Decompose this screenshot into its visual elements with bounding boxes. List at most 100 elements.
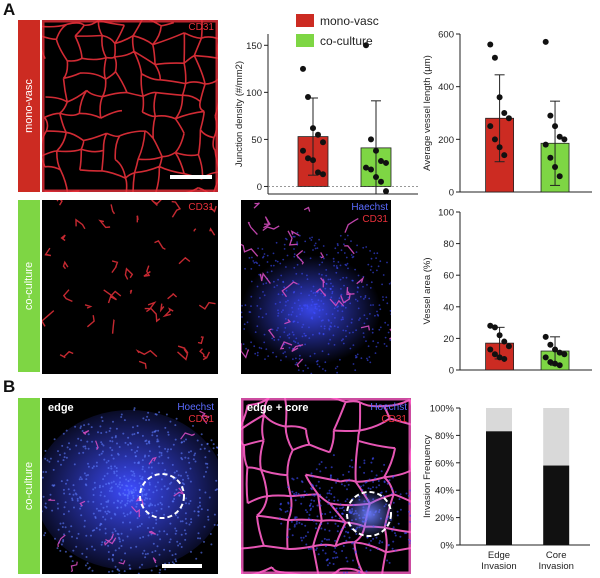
data-point [556, 173, 563, 180]
data-point [547, 341, 554, 348]
merge-cd31-label: CD31 [362, 214, 388, 225]
nuclei-dots [42, 407, 218, 574]
y-tick-label: 60 [443, 271, 454, 282]
data-point [501, 152, 508, 159]
data-point [552, 346, 559, 353]
vessel-fragments [48, 410, 210, 573]
data-point [556, 349, 563, 356]
data-point [491, 351, 498, 358]
data-point [552, 123, 559, 130]
bar-invaded [543, 465, 570, 545]
data-point [305, 155, 311, 162]
edge-core-title: edge + core [247, 402, 309, 414]
x-tick-label: Core [546, 550, 567, 561]
merge-hoechst-label: Haechst [351, 202, 388, 213]
y-tick-label: 60% [435, 458, 455, 469]
data-point [496, 332, 503, 339]
data-point [556, 133, 563, 140]
data-point [505, 343, 512, 350]
y-axis-title: Average vessel length (µm) [422, 55, 433, 171]
co-culture-merge-micrograph: Haechst CD31 [241, 200, 391, 374]
data-point [547, 154, 554, 161]
data-point [300, 65, 306, 72]
data-point [491, 54, 498, 61]
data-point [496, 354, 503, 361]
data-point [501, 338, 508, 345]
data-point [501, 110, 508, 116]
data-point [542, 38, 549, 45]
vessel-length-chart: 0 200 400 600 Average vessel length (µm) [420, 20, 600, 200]
bar-not-invaded [543, 408, 570, 466]
data-point [542, 333, 549, 340]
junction-density-chart: 0 50 100 150 Junction density (#/mm2) mono-va… [234, 14, 426, 200]
y-axis-title: Invasion Frequency [422, 435, 433, 518]
data-point [561, 351, 568, 358]
y-tick-label: 200 [438, 135, 454, 146]
data-point [315, 169, 321, 176]
y-tick-label: 40% [435, 486, 455, 497]
mono-vasc-cd31-label: CD31 [188, 22, 214, 33]
y-axis-title: Vessel area (%) [422, 257, 433, 324]
data-point [320, 171, 326, 178]
vessel-fragments [42, 200, 217, 369]
data-point [305, 94, 311, 101]
mono-vasc-cd31-micrograph: CD31 [42, 20, 218, 192]
x-tick-label: Invasion [481, 561, 516, 572]
data-point [363, 42, 369, 49]
data-point [378, 158, 384, 165]
scale-bar-b [162, 564, 202, 568]
y-tick-label: 40 [443, 302, 454, 313]
co-culture-cd31-label: CD31 [188, 202, 214, 213]
co-culture-cd31-micrograph: CD31 [42, 200, 218, 374]
data-point [310, 157, 316, 164]
data-point [496, 94, 503, 101]
y-tick-label: 100 [246, 88, 262, 99]
data-point [378, 178, 384, 185]
legend-co-culture: co-culture [296, 34, 373, 48]
data-point [487, 346, 494, 353]
data-point [383, 159, 389, 166]
mono-vasc-side-bar: mono-vasc [18, 20, 40, 192]
data-point [547, 359, 554, 366]
data-point [542, 141, 549, 148]
y-tick-label: 100% [430, 404, 455, 415]
invasion-frequency-chart: 0% 20% 40% 60% 80% 100% Invasion Frequency Edge… [420, 398, 600, 578]
x-tick-label: Invasion [539, 561, 574, 572]
co-culture-vessel-fragments [42, 200, 217, 369]
data-point [487, 41, 494, 48]
edge-title: edge [48, 402, 74, 414]
data-point [552, 163, 559, 170]
data-point [320, 139, 326, 146]
data-point [542, 354, 549, 361]
data-point [373, 147, 379, 154]
edge-invasion-micrograph: edge Hoechst CD31 [42, 398, 218, 574]
bar-invaded [486, 431, 512, 545]
edge-core-invasion-micrograph: edge + core Hoechst CD31 [241, 398, 411, 574]
y-tick-label: 600 [438, 30, 454, 41]
data-point [556, 362, 563, 369]
data-point [487, 123, 494, 130]
vessel-network [42, 20, 218, 192]
y-tick-label: 0 [449, 366, 454, 377]
y-tick-label: 20 [443, 334, 454, 345]
co-culture-side-label-b: co-culture [23, 461, 36, 511]
panel-letter-a: A [3, 0, 16, 19]
edge-invasion-image [42, 407, 218, 574]
y-tick-label: 150 [246, 41, 262, 52]
y-tick-label: 80% [435, 431, 455, 442]
data-point [501, 355, 508, 362]
data-point [368, 166, 374, 173]
edge-hoechst-label: Hoechst [177, 402, 214, 413]
y-tick-label: 80 [443, 239, 454, 250]
mono-vasc-vessel-network [42, 20, 218, 192]
edge-cd31-label: CD31 [188, 414, 214, 425]
vessel-fragments [241, 202, 391, 368]
y-tick-label: 0 [449, 188, 454, 199]
legend-label: mono-vasc [320, 14, 379, 28]
data-point [491, 324, 498, 331]
data-point [363, 164, 369, 171]
co-culture-side-bar-a: co-culture [18, 200, 40, 372]
y-tick-label: 400 [438, 82, 454, 93]
edge-core-cd31-label: CD31 [381, 414, 407, 425]
co-culture-side-label-a: co-culture [23, 261, 36, 311]
